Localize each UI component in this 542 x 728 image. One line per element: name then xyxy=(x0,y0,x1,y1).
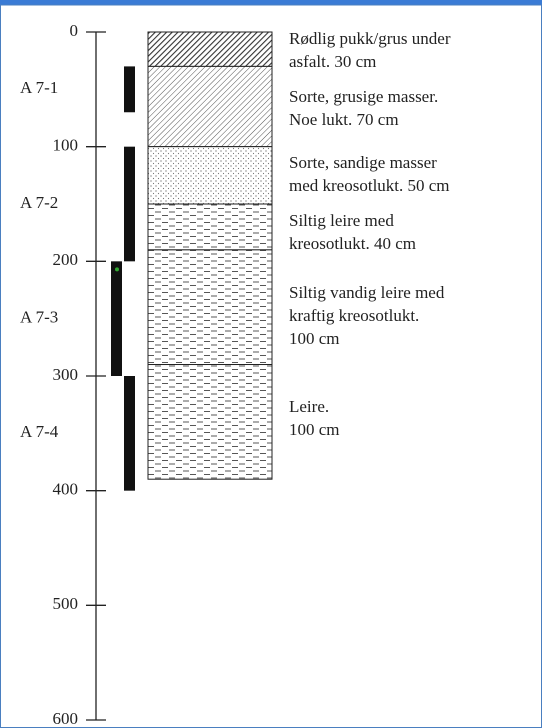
sample-label: A 7-2 xyxy=(20,193,58,212)
tick-label: 300 xyxy=(53,365,79,384)
sample-bar xyxy=(124,146,135,262)
tick-label: 0 xyxy=(70,21,79,40)
soil-layer xyxy=(147,249,273,366)
layer-description: Siltig vandig leire med xyxy=(289,283,445,302)
tick-label: 100 xyxy=(53,136,79,155)
layer-description: Siltig leire med xyxy=(289,211,394,230)
soil-layer xyxy=(147,364,273,480)
layer-description: Sorte, sandige masser xyxy=(289,153,437,172)
layer-description: kreosotlukt. 40 cm xyxy=(289,234,416,253)
layer-description: Rødlig pukk/grus under xyxy=(289,29,451,48)
top-strip xyxy=(0,0,542,5)
sample-bar xyxy=(124,66,135,113)
tick-label: 500 xyxy=(53,594,79,613)
sample-bar xyxy=(111,261,122,376)
layer-description: Noe lukt. 70 cm xyxy=(289,110,399,129)
tick-label: 600 xyxy=(53,709,79,728)
sample-label: A 7-3 xyxy=(20,308,58,327)
layer-description: asfalt. 30 cm xyxy=(289,52,376,71)
tick-label: 400 xyxy=(53,480,79,499)
sample-label: A 7-4 xyxy=(20,422,59,441)
sample-label: A 7-1 xyxy=(20,78,58,97)
layer-description: 100 cm xyxy=(289,420,340,439)
layer-description: 100 cm xyxy=(289,329,340,348)
soil-layer xyxy=(147,203,273,251)
soil-layer xyxy=(147,146,273,205)
soil-layer xyxy=(147,31,273,67)
sample-bar xyxy=(124,376,135,491)
layer-description: Sorte, grusige masser. xyxy=(289,87,438,106)
soil-layer xyxy=(147,65,273,148)
layer-description: med kreosotlukt. 50 cm xyxy=(289,176,450,195)
layer-description: kraftig kreosotlukt. xyxy=(289,306,419,325)
layer-description: Leire. xyxy=(289,397,329,416)
tick-label: 200 xyxy=(53,250,79,269)
marker-dot xyxy=(115,267,119,272)
